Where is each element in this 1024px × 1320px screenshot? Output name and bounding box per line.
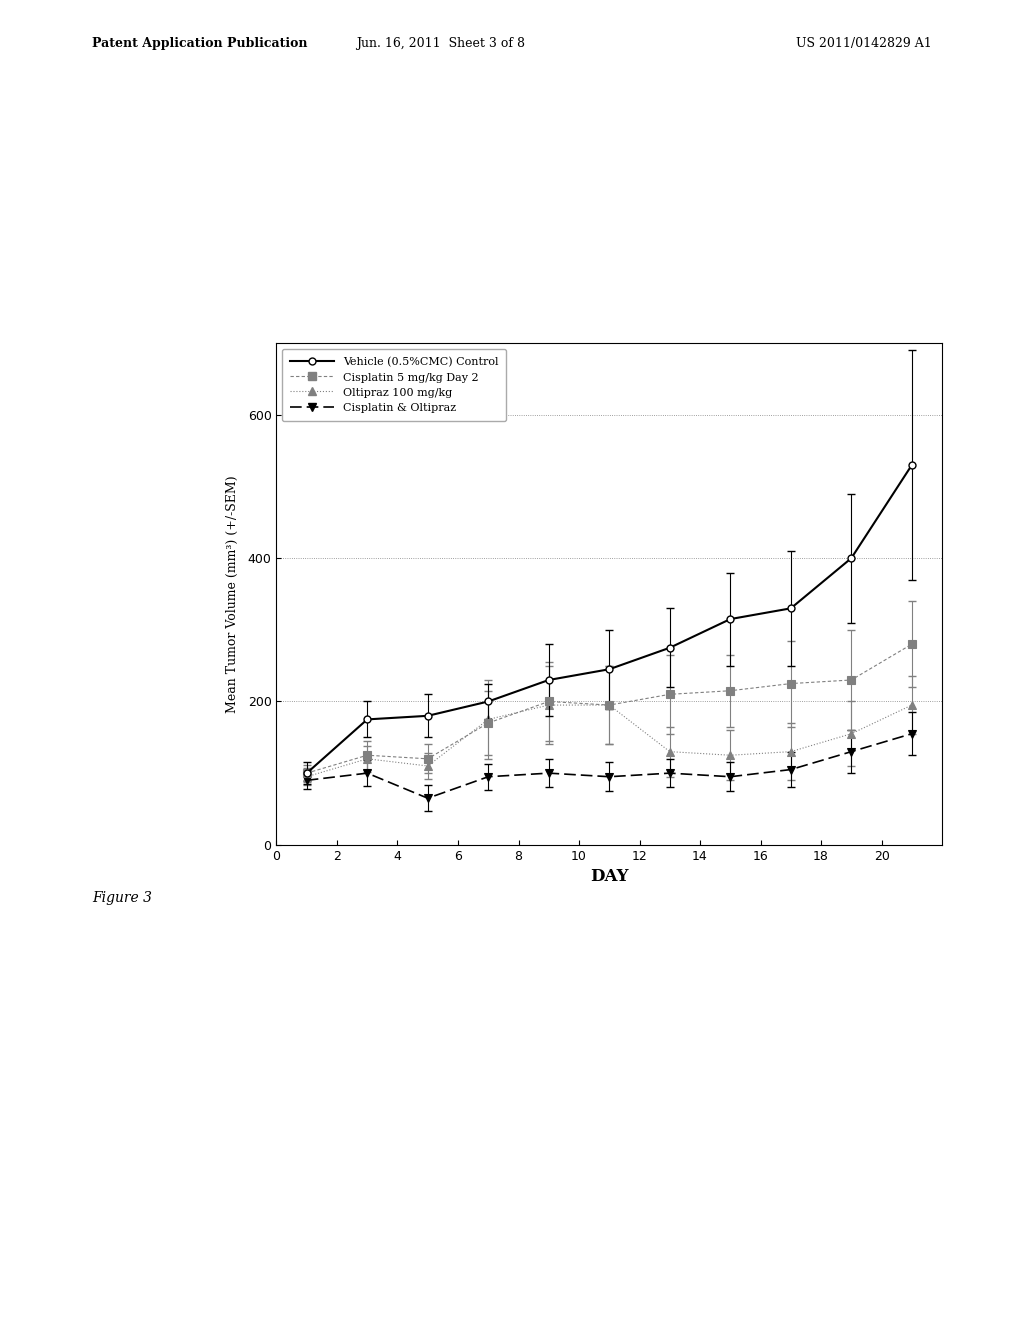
- Y-axis label: Mean Tumor Volume (mm³) (+/-SEM): Mean Tumor Volume (mm³) (+/-SEM): [226, 475, 240, 713]
- Text: Patent Application Publication: Patent Application Publication: [92, 37, 307, 50]
- Text: Jun. 16, 2011  Sheet 3 of 8: Jun. 16, 2011 Sheet 3 of 8: [355, 37, 525, 50]
- X-axis label: DAY: DAY: [590, 869, 629, 886]
- Text: Figure 3: Figure 3: [92, 891, 153, 906]
- Legend: Vehicle (0.5%CMC) Control, Cisplatin 5 mg/kg Day 2, Oltipraz 100 mg/kg, Cisplati: Vehicle (0.5%CMC) Control, Cisplatin 5 m…: [282, 348, 507, 421]
- Text: US 2011/0142829 A1: US 2011/0142829 A1: [796, 37, 932, 50]
